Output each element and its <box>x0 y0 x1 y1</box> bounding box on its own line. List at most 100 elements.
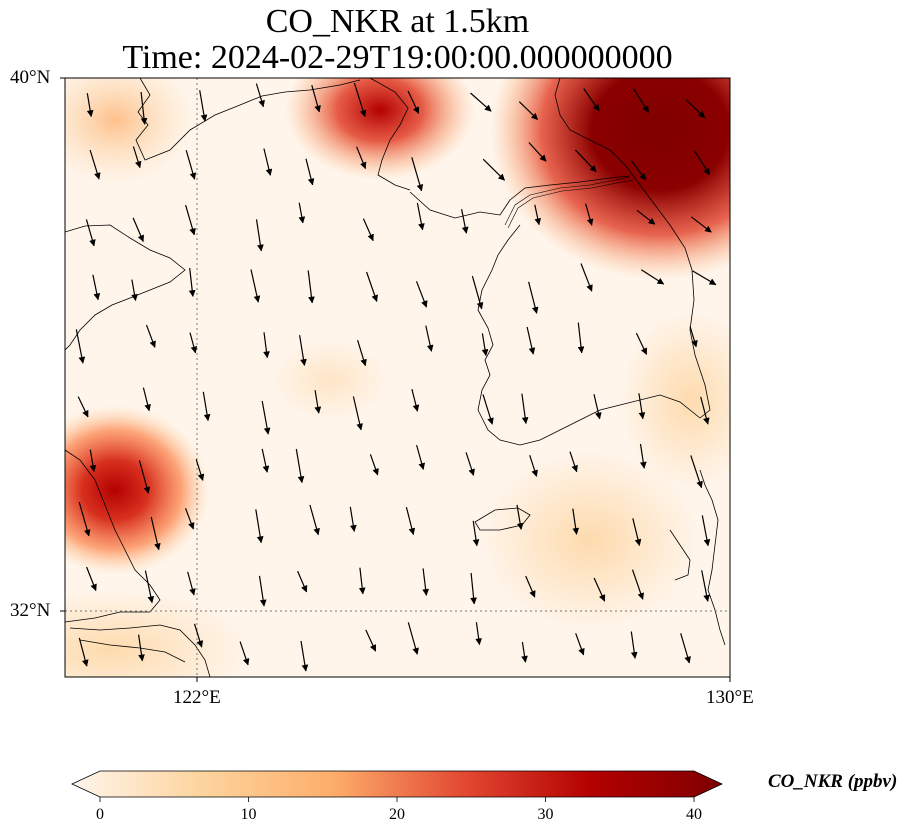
wind-vector-head <box>481 348 489 357</box>
wind-vector-head <box>476 301 484 310</box>
wind-vector-head <box>190 345 198 354</box>
wind-vector-head <box>422 588 429 596</box>
wind-vector-head <box>300 358 307 367</box>
wind-vector-head <box>468 468 475 477</box>
border-lines <box>504 176 634 229</box>
wind-vector-head <box>637 592 645 600</box>
wind-vector-head <box>94 172 101 180</box>
wind-vector-head <box>521 655 528 663</box>
colorbar-tick-label-10: 10 <box>240 806 257 823</box>
wind-vector-head <box>313 527 320 536</box>
coastlines <box>65 78 726 677</box>
wind-vector-head <box>487 417 494 425</box>
wind-vector-head <box>697 110 706 118</box>
colorbar-tick-label-0: 0 <box>96 806 104 823</box>
wind-vector-head <box>359 109 367 118</box>
wind-vector-head <box>200 114 208 122</box>
wind-vector-head <box>408 527 416 536</box>
wind-vector-head <box>265 168 273 176</box>
wind-vector-head <box>301 584 308 593</box>
wind-vector-head <box>189 172 197 180</box>
wind-vector-head <box>421 300 428 308</box>
wind-vector-head <box>416 183 424 192</box>
wind-vector-head <box>259 599 267 607</box>
wind-vector-head <box>203 413 211 422</box>
wind-vector-head <box>703 538 711 547</box>
wind-vector-head <box>242 658 250 666</box>
concentration-patch-west <box>65 405 210 575</box>
wind-vector-head <box>638 412 646 420</box>
wind-vector-head <box>131 293 138 302</box>
colorbar-tick-label-20: 20 <box>389 806 405 823</box>
wind-vector-head <box>531 306 539 314</box>
wind-vector-head <box>140 117 148 125</box>
wind-vector-head <box>708 278 717 285</box>
wind-vector-head <box>497 173 505 181</box>
wind-vector-head <box>360 161 367 170</box>
concentration-field <box>65 78 730 677</box>
wind-vector-head <box>529 590 536 598</box>
wind-vector-head <box>592 103 600 112</box>
wind-vector-head <box>586 218 594 226</box>
colorbar <box>71 770 723 802</box>
wind-vector-head <box>578 647 585 656</box>
wind-vector-head <box>90 583 97 592</box>
wind-vector-head <box>188 289 196 298</box>
wind-vector-head <box>484 104 492 112</box>
wind-vector-head <box>572 527 580 535</box>
wind-vector-head <box>138 654 145 662</box>
wind-vector-head <box>528 347 536 355</box>
wind-vector-head <box>256 535 264 544</box>
wind-vector-head <box>571 464 578 473</box>
wind-vector-head <box>253 295 261 303</box>
wind-vector-head <box>530 112 539 120</box>
wind-vector-head <box>301 664 309 672</box>
wind-vector-head <box>144 403 151 412</box>
wind-vector-head <box>196 640 204 648</box>
wind-vector-head <box>639 172 647 181</box>
colorbar-tick-label-40: 40 <box>686 806 702 823</box>
wind-vector-head <box>134 160 142 169</box>
wind-vector-head <box>594 412 602 420</box>
lat-tick-label-40: 40°N <box>10 67 51 88</box>
wind-vector-head <box>147 595 155 604</box>
lon-tick-label-122: 122°E <box>173 687 221 708</box>
wind-vector-head <box>461 226 469 234</box>
colorbar-bar <box>71 770 723 798</box>
wind-vector-head <box>412 106 420 115</box>
wind-vector-head <box>89 239 96 247</box>
wind-vector-head <box>426 344 434 352</box>
wind-vector-head <box>297 475 305 484</box>
wind-vector-head <box>691 339 698 348</box>
wind-vector-head <box>83 529 91 537</box>
wind-vector-head <box>197 473 205 482</box>
wind-vectors <box>75 82 717 672</box>
wind-vector-head <box>598 594 606 602</box>
wind-vector-head <box>367 233 374 242</box>
wind-vector-head <box>308 296 315 304</box>
wind-vector-head <box>642 105 649 113</box>
wind-vector-head <box>81 659 89 667</box>
map-title-line-1: CO_NKR at 1.5km <box>265 3 530 40</box>
wind-vector-head <box>531 469 538 478</box>
wind-vector-head <box>702 417 710 425</box>
wind-vector-head <box>412 404 420 412</box>
wind-vector-head <box>89 464 97 473</box>
colorbar-label: CO_NKR (ppbv) <box>768 771 898 792</box>
wind-vector-head <box>371 294 379 303</box>
wind-vector-head <box>534 217 542 226</box>
wind-vector-head <box>314 105 321 113</box>
wind-vector-head <box>262 465 270 473</box>
wind-vector-head <box>472 539 480 547</box>
wind-vector-head <box>369 644 377 652</box>
wind-vector-head <box>703 594 710 602</box>
wind-vector-head <box>263 351 270 359</box>
wind-vector-head <box>640 347 647 356</box>
wind-vector-head <box>412 647 419 655</box>
wind-vector-head <box>589 164 597 173</box>
wind-vector-head <box>82 409 89 418</box>
wind-vector-head <box>630 651 638 659</box>
wind-vector-head <box>154 542 161 551</box>
wind-vector-head <box>149 340 156 348</box>
wind-vector-head <box>298 216 306 224</box>
